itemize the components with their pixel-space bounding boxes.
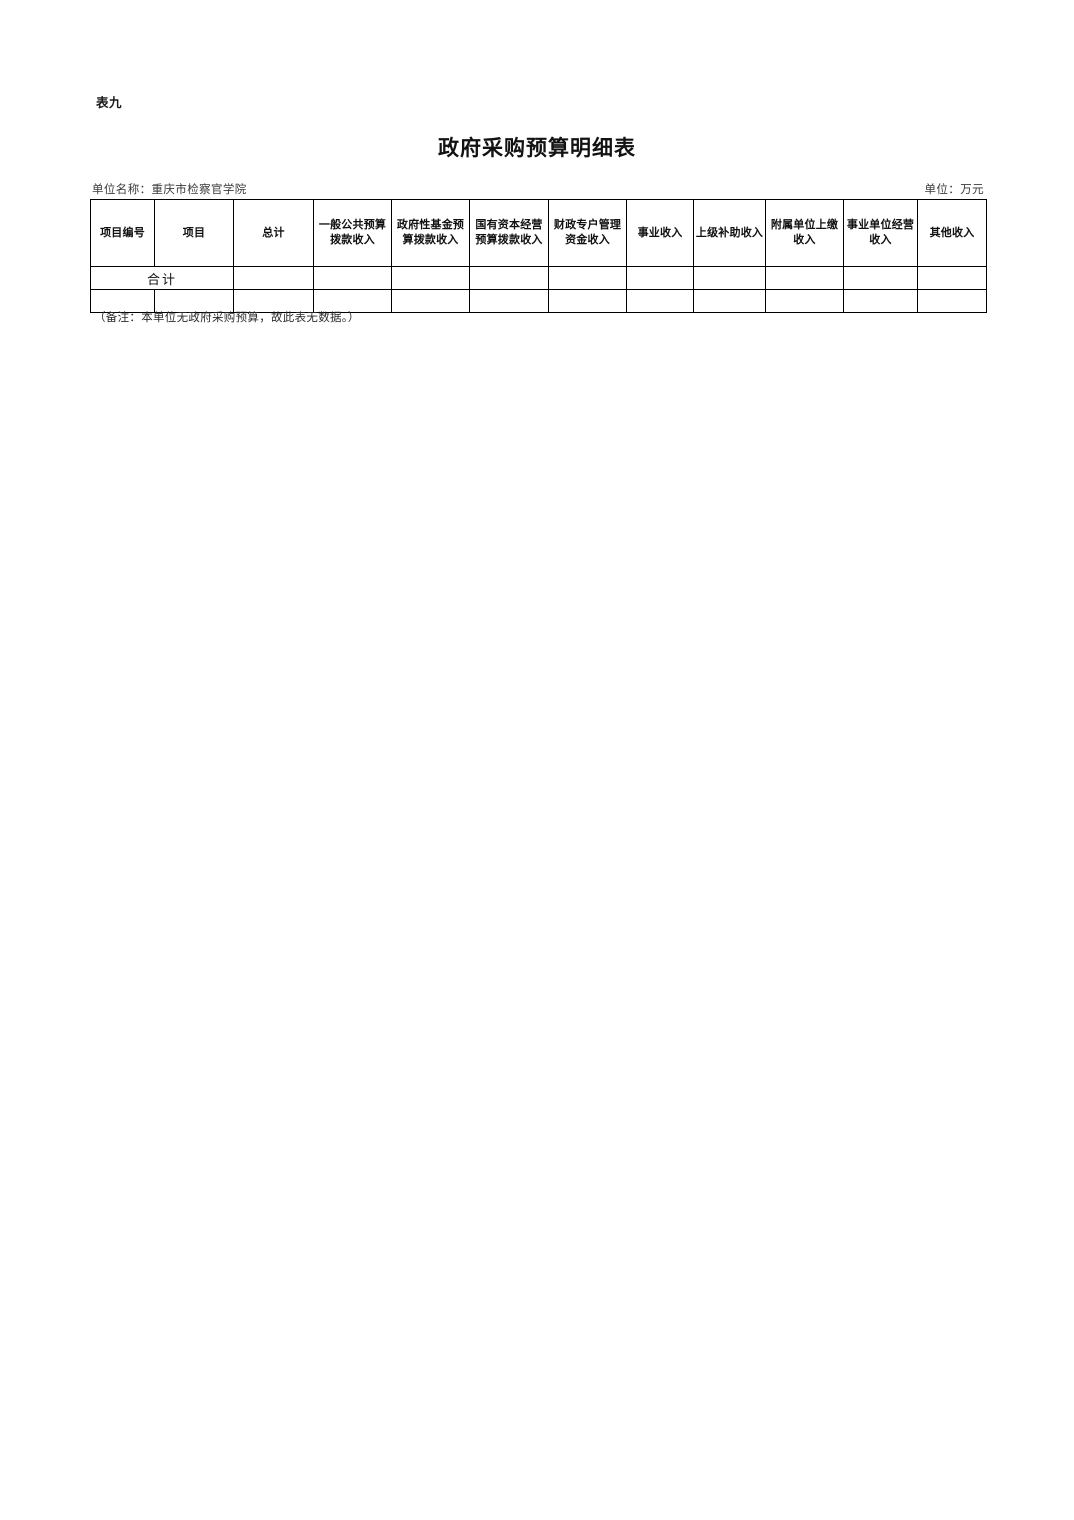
column-header-total: 总计 xyxy=(233,199,314,267)
column-header-fiscal-account-funds: 财政专户管理资金收入 xyxy=(548,199,627,267)
table-row: 合计 xyxy=(90,266,987,290)
column-header-government-fund-budget: 政府性基金预算拨款收入 xyxy=(391,199,470,267)
column-header-superior-subsidy-income: 上级补助收入 xyxy=(693,199,766,267)
cell-total[interactable] xyxy=(233,266,314,290)
cell-superior-subsidy-income[interactable] xyxy=(693,289,766,313)
column-header-subordinate-remittance: 附属单位上缴收入 xyxy=(765,199,844,267)
column-header-general-public-budget: 一般公共预算拨款收入 xyxy=(313,199,392,267)
column-header-other-income: 其他收入 xyxy=(917,199,987,267)
cell-state-capital-budget[interactable] xyxy=(469,266,549,290)
cell-government-fund-budget[interactable] xyxy=(391,266,470,290)
cell-other-income[interactable] xyxy=(917,266,987,290)
cell-superior-subsidy-income[interactable] xyxy=(693,266,766,290)
procurement-budget-table: 项目编号 项目 总计 一般公共预算拨款收入 政府性基金预算拨款收入 国有资本经营… xyxy=(90,199,987,313)
column-header-institution-business: 事业单位经营收入 xyxy=(843,199,918,267)
cell-general-public-budget[interactable] xyxy=(313,266,392,290)
cell-government-fund-budget[interactable] xyxy=(391,289,470,313)
table-footnote: （备注：本单位无政府采购预算，故此表无数据。） xyxy=(94,310,360,324)
table-header-row: 项目编号 项目 总计 一般公共预算拨款收入 政府性基金预算拨款收入 国有资本经营… xyxy=(90,199,987,267)
column-header-project: 项目 xyxy=(154,199,234,267)
cell-institution-business[interactable] xyxy=(843,266,918,290)
form-number-label: 表九 xyxy=(96,95,123,110)
cell-operating-income[interactable] xyxy=(626,266,694,290)
table-row xyxy=(90,289,987,313)
cell-subordinate-remittance[interactable] xyxy=(765,266,844,290)
cell-project[interactable] xyxy=(154,289,234,313)
cell-total[interactable] xyxy=(233,289,314,313)
unit-name-label: 单位名称：重庆市检察官学院 xyxy=(92,182,247,196)
column-header-state-capital-budget: 国有资本经营预算拨款收入 xyxy=(469,199,549,267)
column-header-operating-income: 事业收入 xyxy=(626,199,694,267)
cell-subordinate-remittance[interactable] xyxy=(765,289,844,313)
budget-table-container: 项目编号 项目 总计 一般公共预算拨款收入 政府性基金预算拨款收入 国有资本经营… xyxy=(90,199,987,313)
cell-other-income[interactable] xyxy=(917,289,987,313)
currency-unit-label: 单位：万元 xyxy=(924,182,984,196)
cell-fiscal-account-funds[interactable] xyxy=(548,266,627,290)
column-header-project-code: 项目编号 xyxy=(90,199,155,267)
cell-state-capital-budget[interactable] xyxy=(469,289,549,313)
cell-fiscal-account-funds[interactable] xyxy=(548,289,627,313)
row-label-total: 合计 xyxy=(90,266,234,290)
cell-project-code[interactable] xyxy=(90,289,155,313)
cell-institution-business[interactable] xyxy=(843,289,918,313)
cell-operating-income[interactable] xyxy=(626,289,694,313)
table-meta-row: 单位名称：重庆市检察官学院 单位：万元 xyxy=(90,181,986,197)
page-title: 政府采购预算明细表 xyxy=(438,135,636,160)
